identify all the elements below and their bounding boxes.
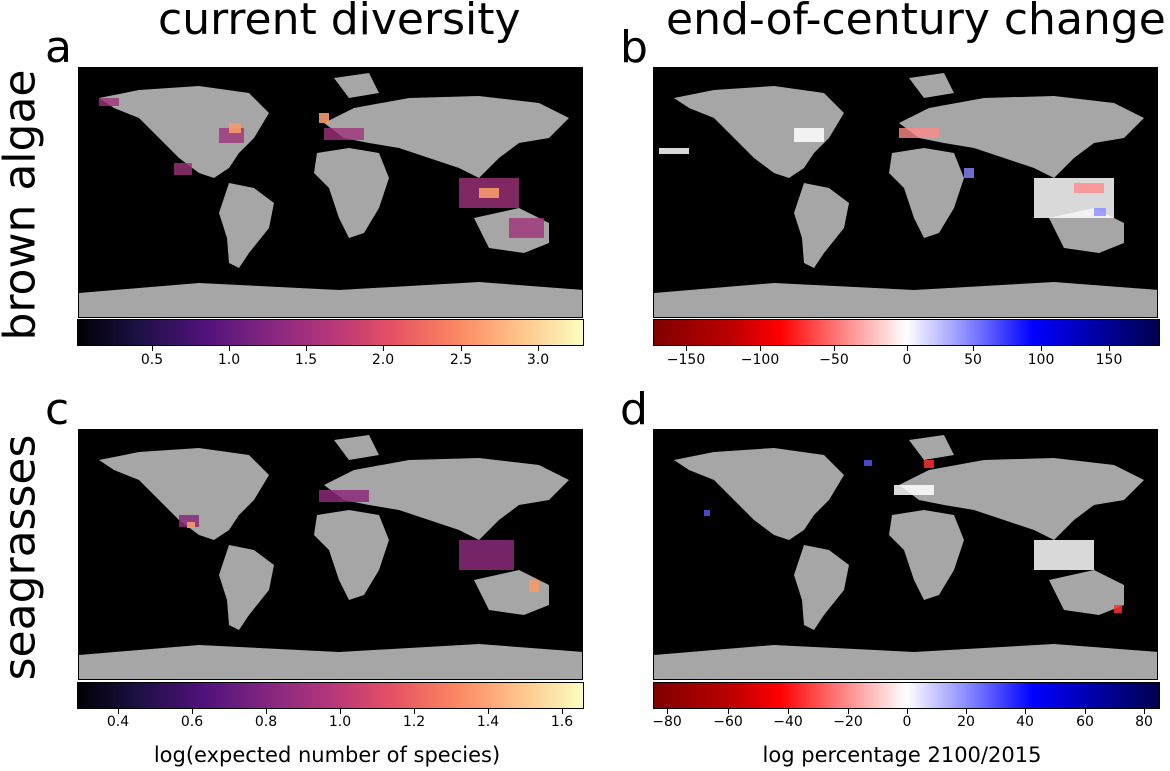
tick-label-a-3: 2.0 — [371, 352, 395, 368]
map-panel-a — [78, 67, 583, 318]
tick-a-4 — [461, 346, 462, 351]
tick-label-c-1: 0.6 — [180, 714, 204, 730]
row-label-brown-algae: brown algae — [0, 69, 46, 341]
tick-d-1 — [728, 709, 729, 714]
tick-label-a-4: 2.5 — [449, 352, 473, 368]
panel-letter-d: d — [620, 384, 648, 435]
tick-c-2 — [266, 709, 267, 714]
tick-a-1 — [229, 346, 230, 351]
tick-label-d-7: 60 — [1076, 714, 1094, 730]
tick-a-2 — [306, 346, 307, 351]
colorbar-d — [653, 682, 1160, 709]
tick-d-8 — [1144, 709, 1145, 714]
tick-c-6 — [562, 709, 563, 714]
tick-label-a-0: 0.5 — [140, 352, 164, 368]
row-label-seagrasses: seagrasses — [0, 434, 46, 681]
tick-label-c-3: 1.0 — [328, 714, 352, 730]
tick-d-7 — [1085, 709, 1086, 714]
colorbar-label-left: log(expected number of species) — [153, 743, 501, 767]
tick-c-5 — [488, 709, 489, 714]
tick-c-3 — [340, 709, 341, 714]
map-panel-d — [653, 429, 1158, 680]
tick-a-5 — [538, 346, 539, 351]
tick-d-5 — [966, 709, 967, 714]
panel-letter-b: b — [620, 22, 648, 73]
tick-label-b-1: −100 — [740, 352, 780, 368]
colorbar-label-right: log percentage 2100/2015 — [762, 743, 1042, 767]
colorbar-a — [77, 319, 584, 346]
column-title-end-of-century-change: end-of-century change — [666, 0, 1166, 45]
tick-d-2 — [788, 709, 789, 714]
tick-label-d-1: −60 — [713, 714, 743, 730]
map-panel-b — [653, 67, 1158, 318]
tick-d-3 — [848, 709, 849, 714]
tick-label-c-2: 0.8 — [254, 714, 278, 730]
panel-letter-c: c — [45, 384, 70, 435]
tick-b-4 — [973, 346, 974, 351]
tick-a-3 — [383, 346, 384, 351]
tick-label-a-1: 1.0 — [217, 352, 241, 368]
tick-c-1 — [192, 709, 193, 714]
tick-label-d-0: −80 — [652, 714, 682, 730]
tick-label-c-5: 1.4 — [476, 714, 500, 730]
tick-b-3 — [907, 346, 908, 351]
tick-label-a-5: 3.0 — [526, 352, 550, 368]
tick-label-d-4: 0 — [902, 714, 912, 730]
tick-d-6 — [1025, 709, 1026, 714]
tick-a-0 — [152, 346, 153, 351]
tick-b-0 — [686, 346, 687, 351]
tick-label-b-2: −50 — [819, 352, 849, 368]
tick-label-a-2: 1.5 — [294, 352, 318, 368]
tick-label-c-0: 0.4 — [106, 714, 130, 730]
panel-letter-a: a — [45, 22, 72, 73]
tick-label-d-8: 80 — [1135, 714, 1153, 730]
colorbar-b — [653, 319, 1160, 346]
tick-b-5 — [1041, 346, 1042, 351]
tick-label-d-5: 20 — [957, 714, 975, 730]
tick-c-4 — [414, 709, 415, 714]
tick-b-2 — [834, 346, 835, 351]
tick-label-c-4: 1.2 — [402, 714, 426, 730]
tick-label-b-3: 0 — [902, 352, 912, 368]
tick-label-b-6: 150 — [1095, 352, 1123, 368]
tick-label-b-0: −150 — [666, 352, 706, 368]
tick-label-b-5: 100 — [1027, 352, 1055, 368]
tick-label-b-4: 50 — [964, 352, 982, 368]
tick-d-4 — [907, 709, 908, 714]
tick-b-1 — [760, 346, 761, 351]
colorbar-c — [77, 682, 584, 709]
column-title-current-diversity: current diversity — [158, 0, 521, 45]
tick-b-6 — [1109, 346, 1110, 351]
tick-label-c-6: 1.6 — [550, 714, 574, 730]
map-panel-c — [78, 429, 583, 680]
tick-label-d-3: −20 — [833, 714, 863, 730]
tick-label-d-6: 40 — [1016, 714, 1034, 730]
tick-d-0 — [667, 709, 668, 714]
tick-c-0 — [118, 709, 119, 714]
tick-label-d-2: −40 — [773, 714, 803, 730]
